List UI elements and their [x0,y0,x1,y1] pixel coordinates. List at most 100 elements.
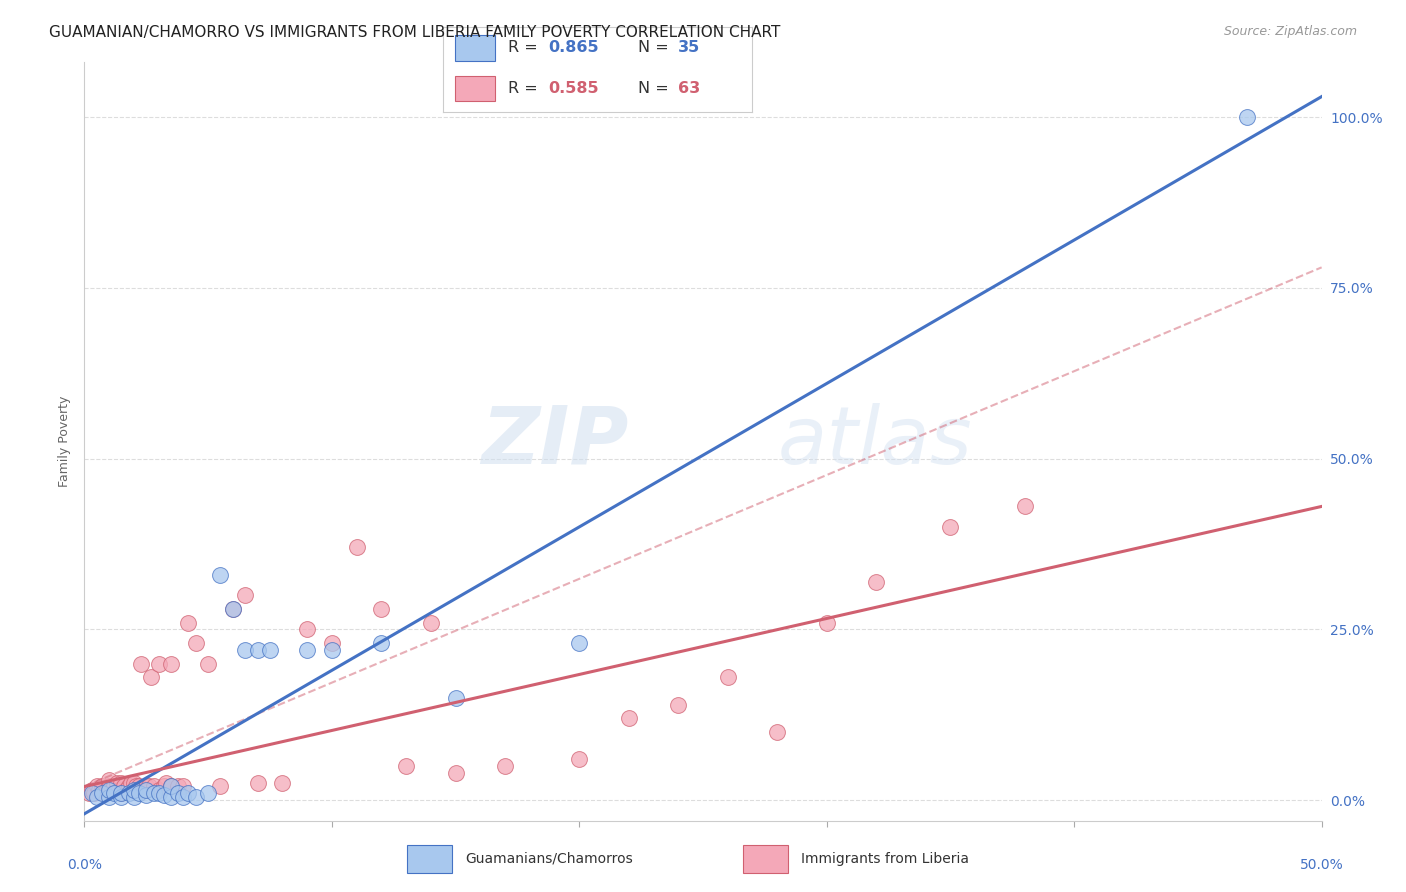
Text: ZIP: ZIP [481,402,628,481]
Point [295,643,318,657]
Point [128,786,150,800]
Point [132,783,155,797]
Point [209,567,232,582]
Point [110,786,132,800]
Point [103,786,125,800]
Point [79,786,101,800]
FancyBboxPatch shape [742,845,789,872]
FancyBboxPatch shape [456,76,495,102]
Point [815,615,838,630]
Point [177,615,200,630]
Point [96,783,118,797]
Text: Source: ZipAtlas.com: Source: ZipAtlas.com [1223,25,1357,38]
Text: Guamanians/Chamorros: Guamanians/Chamorros [465,852,633,865]
Point [90,780,112,794]
Point [98,783,121,797]
Point [129,657,152,671]
Point [395,759,418,773]
Point [160,789,183,804]
Point [103,780,125,794]
Point [98,780,121,794]
Point [444,690,467,705]
Point [444,765,467,780]
Point [370,602,392,616]
Point [160,657,183,671]
Point [93,786,115,800]
Point [167,780,190,794]
Point [152,780,174,794]
Point [122,783,145,797]
Point [209,780,232,794]
Point [100,783,122,797]
Point [321,636,343,650]
Point [142,786,165,800]
Point [86,780,108,794]
Point [120,776,142,790]
Point [118,786,141,800]
Point [110,786,132,800]
Point [233,588,256,602]
Y-axis label: Family Poverty: Family Poverty [58,396,72,487]
Text: 63: 63 [678,81,700,96]
Point [617,711,640,725]
Text: Immigrants from Liberia: Immigrants from Liberia [801,852,969,865]
Point [98,772,121,787]
Text: atlas: atlas [778,402,972,481]
Point [222,602,245,616]
FancyBboxPatch shape [456,36,495,61]
Point [148,783,170,797]
Point [128,780,150,794]
Point [167,786,190,800]
Point [80,783,103,797]
Point [135,780,157,794]
Point [160,780,183,794]
Point [110,789,132,804]
Point [118,780,141,794]
Text: 0.0%: 0.0% [67,858,101,872]
Point [142,780,165,794]
Point [80,786,103,800]
Point [148,657,170,671]
Point [259,643,281,657]
Point [108,783,131,797]
Point [160,780,183,794]
Point [90,786,112,800]
Text: GUAMANIAN/CHAMORRO VS IMMIGRANTS FROM LIBERIA FAMILY POVERTY CORRELATION CHART: GUAMANIAN/CHAMORRO VS IMMIGRANTS FROM LI… [49,25,780,40]
Point [246,643,269,657]
Text: R =: R = [508,81,543,96]
Point [122,783,145,797]
Point [152,788,174,802]
Point [419,615,441,630]
Point [125,780,148,794]
Point [766,724,789,739]
Point [346,541,368,555]
Point [494,759,516,773]
Text: 35: 35 [678,40,700,55]
Point [89,783,111,797]
Point [177,786,200,800]
Point [184,789,207,804]
Point [666,698,689,712]
Point [233,643,256,657]
Point [141,670,163,684]
Point [717,670,740,684]
Text: 50.0%: 50.0% [1299,858,1344,872]
Point [939,520,962,534]
Text: 0.865: 0.865 [548,40,599,55]
Point [184,636,207,650]
Point [138,780,160,794]
Point [370,636,392,650]
Point [122,776,145,790]
Point [197,657,219,671]
Point [112,780,135,794]
Point [98,789,121,804]
Point [172,780,194,794]
Point [246,776,269,790]
Point [197,786,219,800]
Point [172,789,194,804]
Point [1236,110,1258,124]
Point [110,776,132,790]
Point [321,643,343,657]
Point [568,752,591,766]
FancyBboxPatch shape [406,845,451,872]
